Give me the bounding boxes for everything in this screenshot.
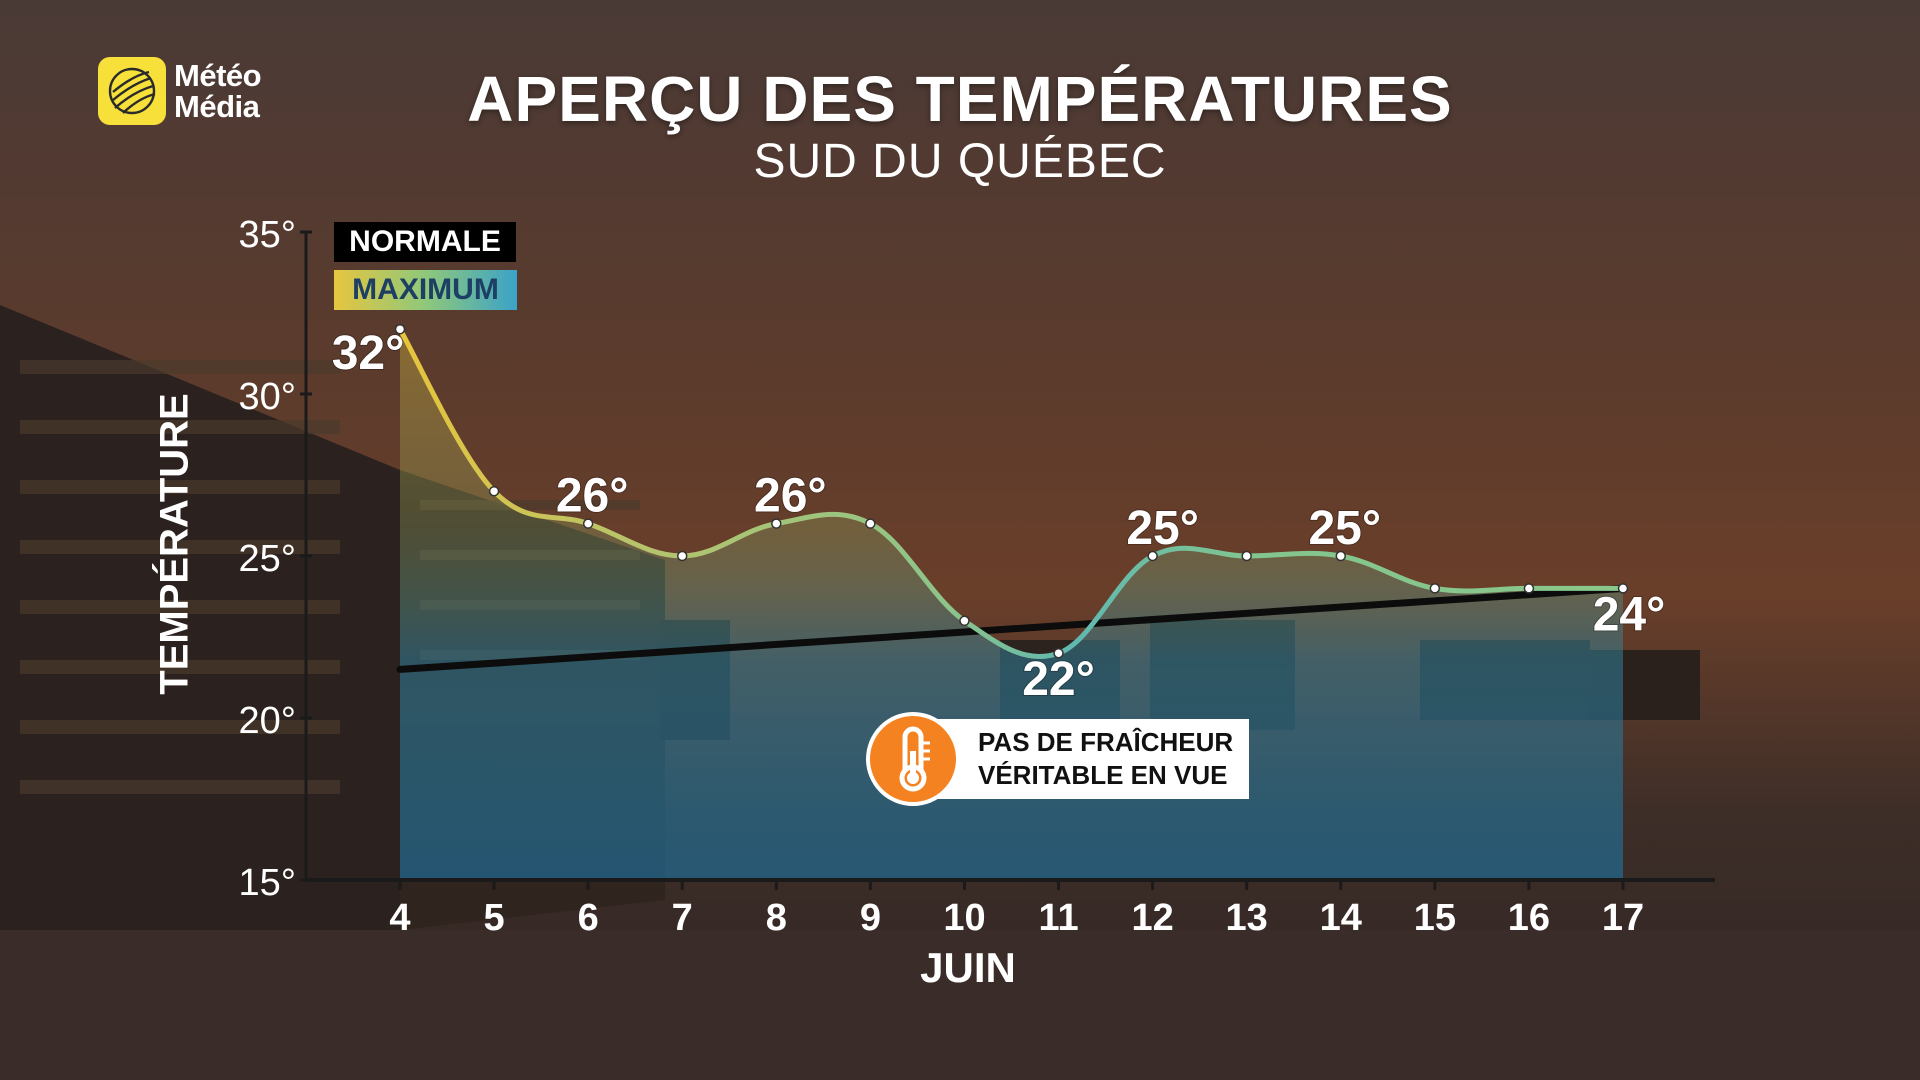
chart-title: APERÇU DES TEMPÉRATURES [467,63,1453,135]
x-tick-label: 13 [1226,897,1268,939]
y-tick-label: 15° [239,862,296,904]
maximum-point [394,323,406,335]
x-tick-label: 11 [1038,897,1078,939]
maximum-point [676,550,688,562]
y-tick-label: 35° [239,214,296,256]
data-label: 32° [332,327,405,380]
x-tick-label: 5 [484,897,505,939]
maximum-point [1053,647,1064,659]
maximum-point [1429,583,1441,594]
y-tick-label: 25° [239,538,296,580]
maximum-point [1241,550,1252,562]
maximum-point [1147,550,1158,562]
data-label: 22° [1022,653,1095,706]
chart-subtitle: SUD DU QUÉBEC [753,135,1167,188]
x-tick-label: 9 [860,897,881,939]
callout-line2: VÉRITABLE EN VUE [978,760,1228,790]
x-tick-label: 8 [766,897,787,939]
maximum-point [1523,583,1535,594]
y-tick-label: 30° [239,376,296,418]
x-tick-label: 6 [578,897,599,939]
logo-line1: Météo [174,58,262,93]
x-tick-label: 4 [389,897,410,939]
x-tick-label: 15 [1414,897,1456,939]
globe-icon [98,57,166,125]
callout-text-box: PAS DE FRAÎCHEUR VÉRITABLE EN VUE [938,719,1250,799]
maximum-point [582,518,594,529]
x-tick-label: 17 [1602,897,1644,939]
legend-maximum: MAXIMUM [334,270,517,310]
callout-line1: PAS DE FRAÎCHEUR [978,727,1234,757]
data-label: 26° [556,470,629,523]
maximum-point [488,485,500,497]
x-tick-label: 7 [672,897,693,939]
x-tick-label: 16 [1508,897,1550,939]
maximum-point [1617,583,1629,594]
callout-no-cool-weather: PAS DE FRAÎCHEUR VÉRITABLE EN VUE [866,712,1250,806]
maximum-point [771,518,782,529]
maximum-area [400,329,1623,880]
meteomedia-logo: Météo Média [98,57,262,125]
data-label: 25° [1126,502,1199,555]
x-tick-label: 14 [1320,897,1362,939]
y-tick-label: 20° [239,700,296,742]
legend-normale: NORMALE [334,222,516,262]
x-axis-label: JUIN [920,944,1016,991]
data-label: 25° [1308,502,1381,555]
thermometer-icon [866,712,960,806]
data-label: 24° [1593,588,1666,641]
x-tick-label: 12 [1131,897,1173,939]
x-tick-label: 10 [943,897,985,939]
normale-series-line [396,584,1627,673]
data-label: 26° [754,470,827,523]
maximum-point [959,615,970,627]
maximum-point [865,518,876,529]
maximum-point [1335,550,1347,562]
logo-line2: Média [174,89,260,124]
